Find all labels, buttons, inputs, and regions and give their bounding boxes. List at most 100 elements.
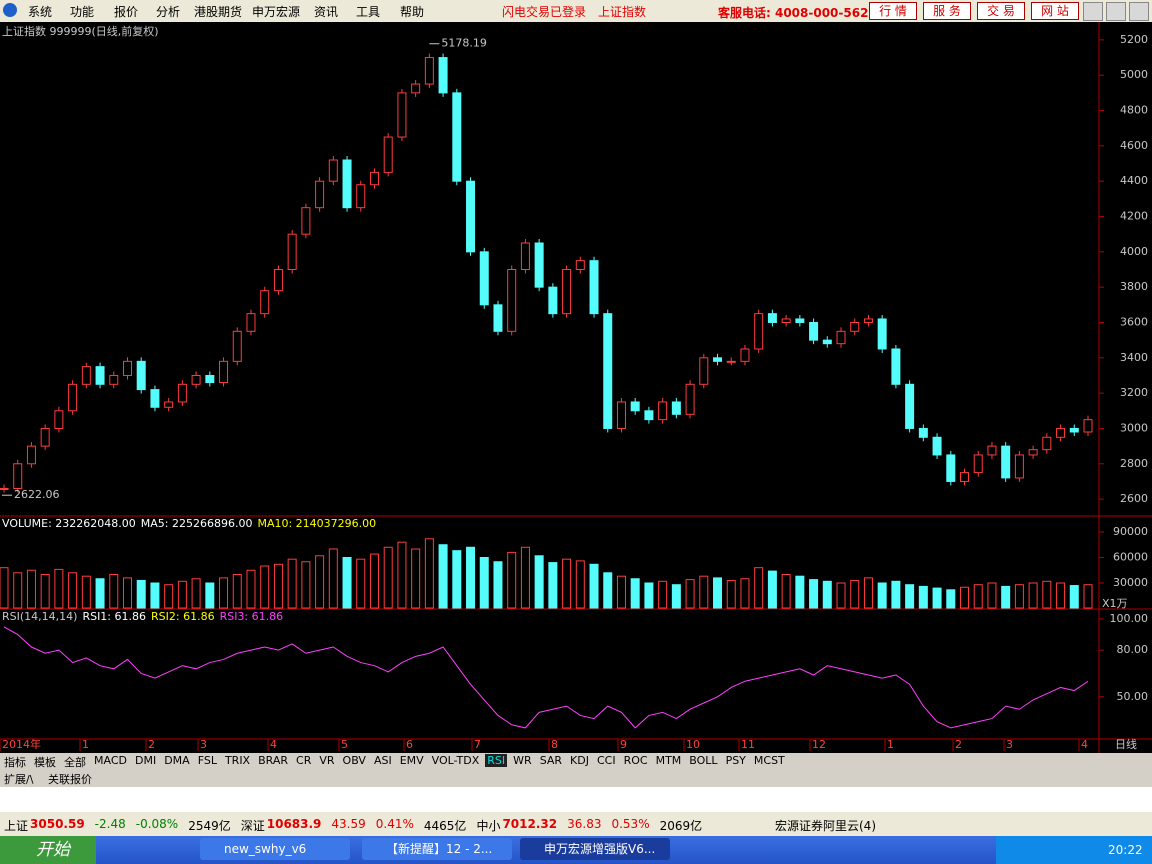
menu-item[interactable]: 报价 <box>114 5 139 19</box>
indicator-tab[interactable]: VOL-TDX <box>431 754 480 767</box>
candle-body <box>397 92 407 138</box>
status-item: 中小 <box>476 819 501 833</box>
volume-bar <box>493 561 503 609</box>
indicator-tab[interactable]: MTM <box>655 754 682 767</box>
extra-tab[interactable]: 关联报价 <box>48 773 92 786</box>
task-window[interactable]: 【新提醒】12 - 2... <box>362 838 512 860</box>
month-label: 8 <box>551 738 558 751</box>
menu-item[interactable]: 工具 <box>356 5 381 19</box>
y-tick-label: 4200 <box>1120 210 1148 223</box>
status-item: -2.48 <box>94 817 126 831</box>
volume-bar <box>369 553 379 609</box>
volume-bar <box>589 563 599 609</box>
volume-bar <box>109 573 119 609</box>
nav-button[interactable]: 行 情 <box>869 2 917 20</box>
indicator-tab[interactable]: 模板 <box>34 756 56 769</box>
candle-body <box>177 383 187 403</box>
menu-item[interactable]: 帮助 <box>400 5 425 19</box>
indicator-tab[interactable]: BOLL <box>689 754 718 767</box>
status-item: 深证 <box>240 819 265 833</box>
window-button[interactable] <box>1129 2 1149 21</box>
indicator-tab[interactable]: 全部 <box>64 756 86 769</box>
indicator-tab[interactable]: VR <box>319 754 335 767</box>
month-label: 4 <box>270 738 277 751</box>
month-label: 6 <box>406 738 413 751</box>
indicator-tab[interactable]: 指标 <box>4 756 26 769</box>
volume-bar <box>822 580 832 609</box>
indicator-tab[interactable]: ASI <box>373 754 392 767</box>
window-button[interactable] <box>1083 2 1103 21</box>
month-label: 5 <box>341 738 348 751</box>
volume-bar <box>1069 585 1079 609</box>
menu-item[interactable]: 港股期货 <box>194 5 243 19</box>
indicator-tab[interactable]: DMI <box>134 754 157 767</box>
candle-body <box>122 360 132 376</box>
indicator-tab[interactable]: WR <box>513 754 532 767</box>
indicator-tab[interactable]: DMA <box>164 754 190 767</box>
nav-button[interactable]: 交 易 <box>977 2 1025 20</box>
candle-body <box>795 318 805 323</box>
candle-body <box>136 360 146 391</box>
indicator-tab[interactable]: TRIX <box>224 754 251 767</box>
indicator-tab[interactable]: PSY <box>725 754 746 767</box>
indicator-tab[interactable]: KDJ <box>570 754 589 767</box>
indicator-tab[interactable]: OBV <box>342 754 366 767</box>
chart-title: 上证指数 999999(日线,前复权) <box>2 24 159 38</box>
volume-bar <box>136 579 146 609</box>
candle-body <box>1014 454 1024 479</box>
indicator-tab[interactable]: SAR <box>539 754 563 767</box>
volume-bar <box>273 563 283 609</box>
task-window[interactable]: 申万宏源增强版V6... <box>520 838 670 860</box>
window-button[interactable] <box>1106 2 1126 21</box>
indicator-tab[interactable]: CR <box>296 754 312 767</box>
volume-bar <box>54 568 64 609</box>
menu-item[interactable]: 系统 <box>28 5 53 19</box>
indicator-tab[interactable]: EMV <box>399 754 424 767</box>
candle-body <box>644 410 654 421</box>
volume-bar <box>575 560 585 609</box>
legend-text: VOLUME: 232262048.00 <box>2 517 136 530</box>
y-tick-label: 60000 <box>1113 550 1148 563</box>
volume-bar <box>342 556 352 609</box>
indicator-tab[interactable]: CCI <box>596 754 616 767</box>
menu-item[interactable]: 分析 <box>156 5 181 19</box>
period-label: 日线 <box>1115 737 1137 751</box>
candle-body <box>219 360 229 384</box>
indicator-tab[interactable]: MACD <box>94 754 127 767</box>
month-label: 11 <box>741 738 755 751</box>
volume-bar <box>726 579 736 609</box>
extra-tabs: 扩展/\ 关联报价 <box>0 770 1152 787</box>
menu-item[interactable]: 功能 <box>70 5 95 19</box>
volume-bar <box>520 546 530 609</box>
indicator-tab[interactable]: MCST <box>753 754 785 767</box>
nav-button[interactable]: 网 站 <box>1031 2 1079 20</box>
y-tick-label: 80.00 <box>1117 643 1149 656</box>
extra-tab[interactable]: 扩展/\ <box>4 773 34 786</box>
indicator-tab[interactable]: BRAR <box>258 754 289 767</box>
indicator-tab[interactable]: ROC <box>623 754 648 767</box>
nav-button[interactable]: 服 务 <box>923 2 971 20</box>
candle-body <box>726 360 736 363</box>
menu-item[interactable]: 申万宏源 <box>252 5 301 19</box>
volume-bar <box>232 573 242 609</box>
volume-bar <box>411 548 421 609</box>
y-tick-label: 3600 <box>1120 315 1148 328</box>
volume-bar <box>81 575 91 609</box>
notice: 上证指数 <box>598 5 647 19</box>
volume-bar <box>918 585 928 609</box>
y-tick-label: 30000 <box>1113 576 1148 589</box>
start-button[interactable]: 开始 <box>0 836 96 864</box>
indicator-tab[interactable]: RSI <box>485 754 508 767</box>
menu-item[interactable]: 资讯 <box>314 5 339 19</box>
month-label: 1 <box>82 738 89 751</box>
volume-bar <box>1014 584 1024 609</box>
candle-body <box>109 374 119 385</box>
candle-body <box>863 318 873 323</box>
volume-bar <box>740 578 750 609</box>
volume-bar <box>685 579 695 609</box>
task-window[interactable]: new_swhy_v6 <box>200 838 350 860</box>
indicator-tab[interactable]: FSL <box>197 754 217 767</box>
volume-bar <box>781 573 791 609</box>
volume-bar <box>219 577 229 609</box>
